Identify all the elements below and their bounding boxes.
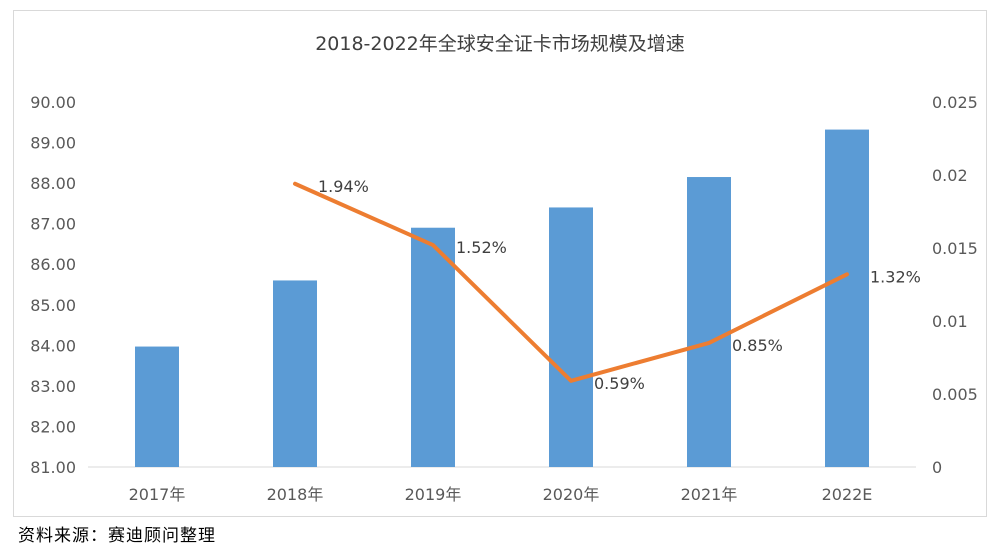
y-left-tick-label: 90.00 bbox=[30, 93, 76, 112]
y-left-tick-label: 87.00 bbox=[30, 215, 76, 234]
x-tick-label: 2018年 bbox=[267, 485, 324, 504]
axes: 81.00 82.00 83.00 84.00 85.00 86.00 87.00 88.00… bbox=[30, 93, 978, 504]
data-labels: 1.94% 1.52% 0.59% 0.85% 1.32% bbox=[318, 177, 921, 393]
x-tick-label: 2017年 bbox=[129, 485, 186, 504]
bar bbox=[273, 280, 317, 467]
y-left-tick-label: 83.00 bbox=[30, 377, 76, 396]
y-right-tick-label: 0.02 bbox=[932, 166, 968, 185]
bar-series bbox=[135, 129, 869, 468]
y-left-tick-label: 88.00 bbox=[30, 174, 76, 193]
x-tick-label: 2020年 bbox=[543, 485, 600, 504]
y-right-tick-label: 0.005 bbox=[932, 385, 978, 404]
bar bbox=[135, 346, 179, 467]
line-data-label: 1.32% bbox=[870, 267, 921, 286]
source-note: 资料来源：赛迪顾问整理 bbox=[18, 526, 216, 546]
y-left-tick-label: 82.00 bbox=[30, 417, 76, 436]
y-right-tick-label: 0.025 bbox=[932, 93, 978, 112]
line-data-label: 1.94% bbox=[318, 177, 369, 196]
growth-line bbox=[293, 181, 849, 383]
line-series bbox=[293, 181, 849, 383]
x-tick-label: 2021年 bbox=[681, 485, 738, 504]
y-right-tick-label: 0.015 bbox=[932, 239, 978, 258]
x-tick-label: 2022E bbox=[822, 485, 873, 504]
bar bbox=[411, 227, 455, 467]
y-left-tick-label: 81.00 bbox=[30, 458, 76, 477]
bar bbox=[687, 177, 731, 467]
bar bbox=[549, 207, 593, 467]
y-right-tick-label: 0.01 bbox=[932, 312, 968, 331]
line-data-label: 0.85% bbox=[732, 336, 783, 355]
y-right-tick-label: 0 bbox=[932, 458, 942, 477]
chart-title: 2018-2022年全球安全证卡市场规模及增速 bbox=[315, 33, 685, 55]
y-left-tick-label: 85.00 bbox=[30, 296, 76, 315]
y-left-tick-label: 86.00 bbox=[30, 255, 76, 274]
x-tick-label: 2019年 bbox=[405, 485, 462, 504]
bar bbox=[825, 129, 869, 468]
y-left-tick-label: 84.00 bbox=[30, 336, 76, 355]
line-data-label: 0.59% bbox=[594, 374, 645, 393]
y-left-tick-label: 89.00 bbox=[30, 134, 76, 153]
line-data-label: 1.52% bbox=[456, 238, 507, 257]
